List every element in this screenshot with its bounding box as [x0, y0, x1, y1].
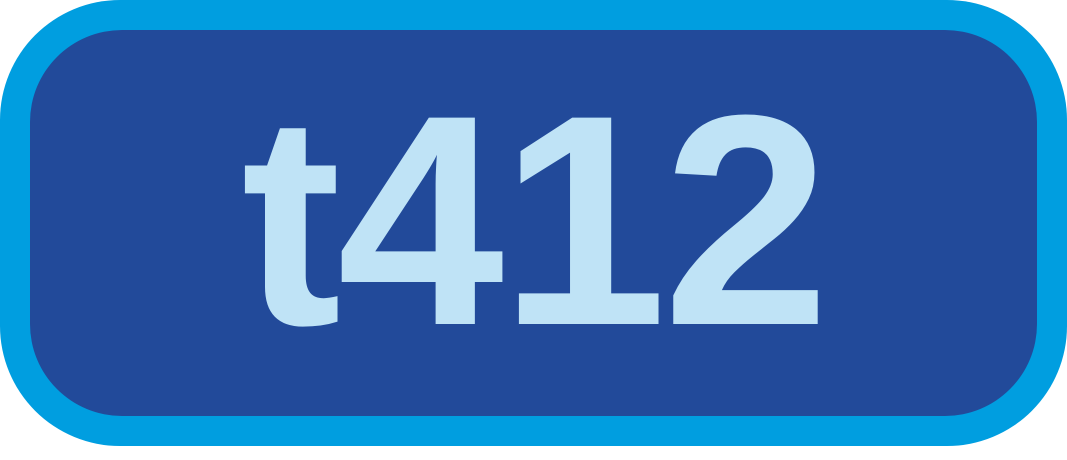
line-badge: t412 [0, 0, 1067, 446]
line-badge-label: t412 [241, 52, 829, 388]
line-badge-fill: t412 [30, 30, 1037, 416]
